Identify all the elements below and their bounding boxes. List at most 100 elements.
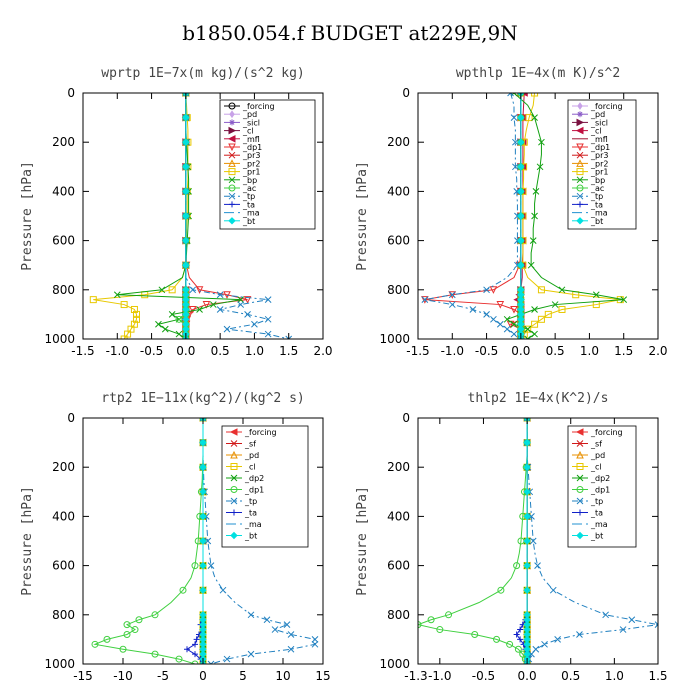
data-point — [175, 655, 183, 663]
legend-entry: _cl — [242, 127, 254, 136]
data-point — [531, 330, 538, 338]
legend-entry: _pd — [244, 451, 259, 460]
data-point — [510, 330, 518, 338]
legend-marker — [575, 428, 584, 436]
legend-marker — [230, 450, 238, 459]
series-group — [421, 93, 628, 339]
legend-box — [219, 99, 316, 230]
data-point — [209, 301, 217, 308]
data-point — [191, 562, 199, 570]
data-point — [285, 335, 293, 339]
legend-marker — [228, 151, 236, 159]
y-axis-label: Pressure [hPa] — [20, 486, 35, 596]
data-point — [517, 113, 525, 122]
series-line-pr1 — [93, 93, 189, 339]
data-point — [223, 325, 231, 333]
x-tick-label: 1.0 — [580, 344, 599, 358]
legend-entry: _pr3 — [590, 151, 608, 160]
legend-marker — [231, 509, 237, 516]
data-point — [182, 138, 190, 146]
y-tick-label: 400 — [387, 509, 410, 523]
data-point — [427, 616, 435, 624]
data-point — [532, 188, 540, 195]
legend-entry: _tp — [242, 192, 255, 201]
data-point — [287, 631, 295, 638]
legend-entry: _sf — [590, 440, 602, 449]
legend-entry: _mfl — [242, 135, 260, 144]
data-point — [531, 114, 538, 121]
legend-marker — [228, 126, 237, 135]
x-tick-label: 0.5 — [546, 344, 565, 358]
data-point — [529, 537, 537, 545]
legend-entry: _pd — [590, 110, 605, 119]
legend-entry: _ta — [590, 200, 603, 209]
data-point — [182, 236, 190, 245]
data-point — [531, 212, 538, 220]
data-point — [554, 636, 561, 643]
x-tick-label: -15 — [73, 669, 93, 683]
data-point — [448, 301, 456, 308]
data-point — [103, 635, 111, 643]
data-point — [244, 311, 251, 318]
x-tick-label: 5 — [239, 669, 247, 683]
data-point — [517, 335, 525, 339]
data-point — [199, 488, 207, 496]
legend-entry: _dp1 — [244, 486, 264, 495]
y-tick-label: 1000 — [379, 657, 410, 671]
data-point — [514, 645, 522, 653]
y-tick-label: 0 — [67, 411, 75, 425]
data-point — [311, 636, 319, 643]
legend-entry: _cl — [590, 127, 602, 136]
legend-marker — [229, 428, 238, 436]
panel-3: rtp2 1E−11x(kg^2)/(kg^2 s) Pressure [hPa]… — [20, 391, 331, 683]
data-point — [264, 315, 272, 323]
legend-entry: _ma — [590, 209, 608, 218]
data-point — [216, 291, 224, 299]
legend-entry: _ma — [244, 520, 262, 529]
data-point — [551, 301, 559, 308]
legend-entry: _ma — [590, 520, 608, 529]
data-point — [517, 236, 525, 245]
data-point — [188, 305, 197, 314]
legend-marker — [228, 102, 236, 110]
data-point — [517, 163, 525, 171]
data-point — [513, 188, 521, 195]
x-tick-label: 1.5 — [614, 344, 633, 358]
data-point — [120, 335, 128, 339]
legend-marker — [577, 509, 583, 516]
legend-marker — [229, 110, 235, 119]
data-point — [287, 645, 295, 653]
legend-entry: _ac — [590, 184, 604, 193]
data-point — [523, 512, 531, 521]
data-point — [448, 291, 456, 299]
legend-entry: _dp1 — [590, 486, 610, 495]
legend: _forcing _sf _pd _cl _dp2 _dp1 _tp _ta _ma _bt — [567, 425, 637, 548]
data-point — [123, 621, 131, 629]
legend: _forcing _sf _pd _cl _dp2 _dp1 _tp _ta _ma _bt — [221, 425, 309, 548]
data-point — [528, 650, 535, 658]
x-tick-label: -0.5 — [472, 669, 495, 683]
legend-marker — [576, 217, 584, 225]
data-point — [549, 586, 557, 594]
legend-marker — [227, 134, 236, 143]
legend-entry: _pr3 — [242, 151, 260, 160]
plot-frame — [417, 92, 659, 340]
y-tick-label: 600 — [387, 559, 410, 573]
y-tick-label: 200 — [387, 135, 410, 149]
x-tick-label: 2.0 — [648, 344, 667, 358]
y-tick-label: 1000 — [379, 332, 410, 346]
series-group — [89, 93, 293, 339]
y-axis-label: Pressure [hPa] — [20, 161, 35, 271]
x-tick-label: 1.5 — [279, 344, 298, 358]
x-tick-label: 0.0 — [176, 344, 195, 358]
data-point — [199, 418, 207, 422]
legend-marker — [575, 126, 584, 135]
legend-marker — [576, 151, 584, 159]
legend-entry: _ma — [242, 209, 260, 218]
data-point — [199, 463, 207, 471]
data-point — [620, 296, 628, 303]
legend-marker — [230, 474, 238, 482]
data-point — [189, 286, 197, 294]
y-tick-label: 800 — [387, 283, 410, 297]
